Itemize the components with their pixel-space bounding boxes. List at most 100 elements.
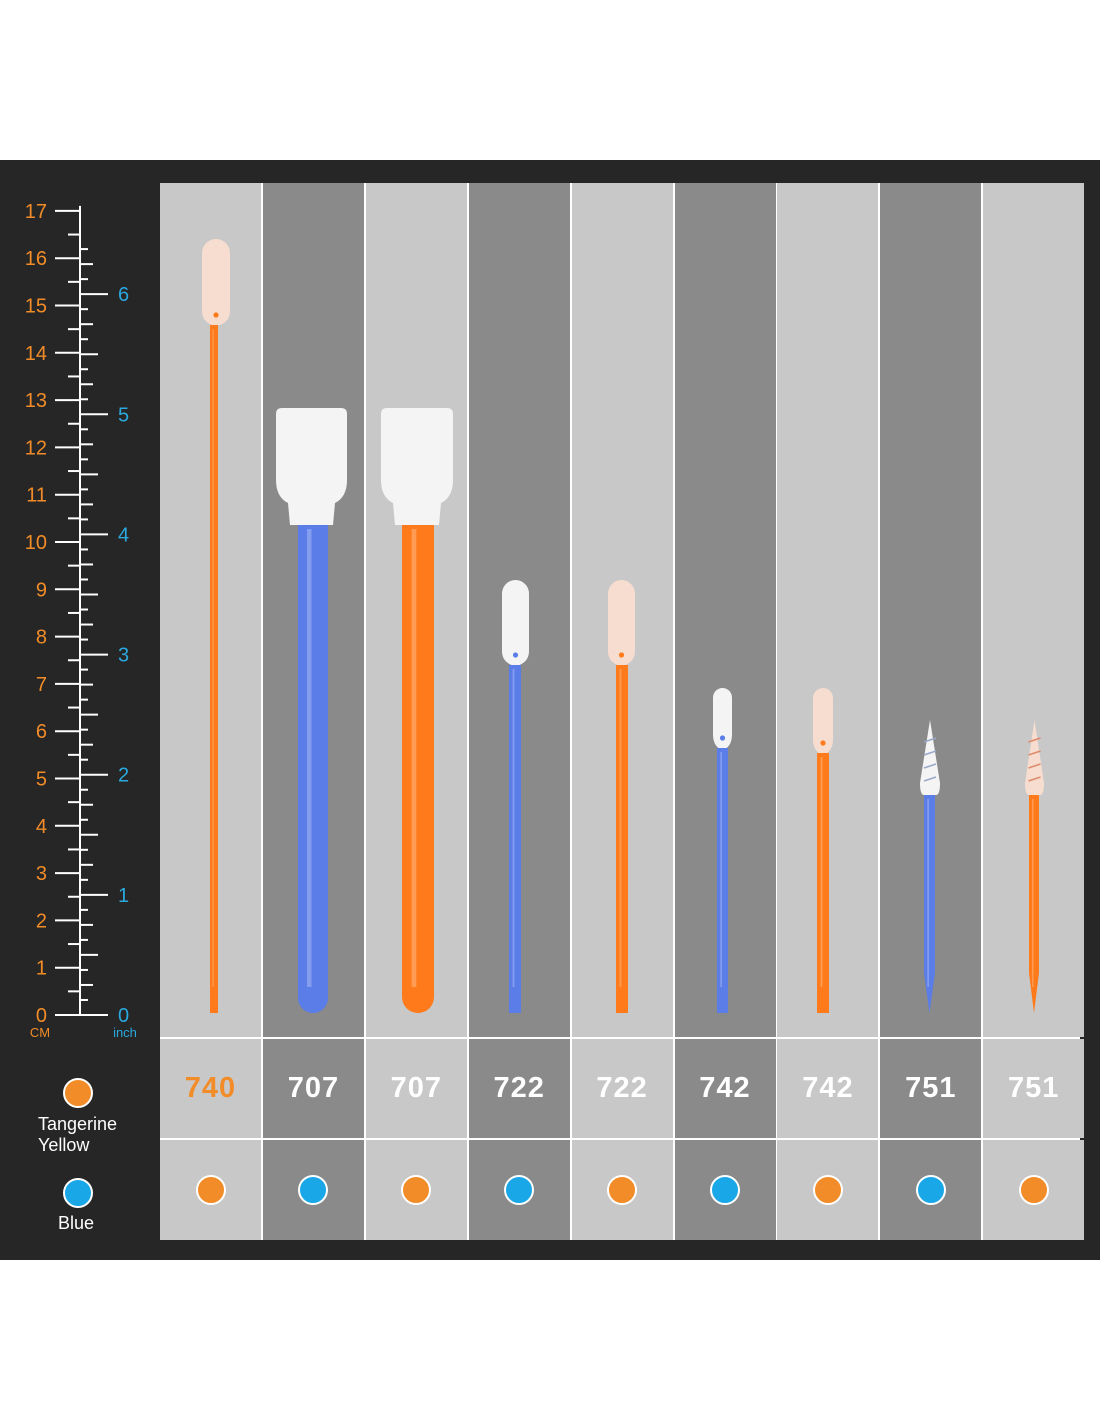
swab-image-cell xyxy=(983,183,1085,1037)
cm-tick-label: 14 xyxy=(25,343,47,365)
handle-highlight xyxy=(820,757,823,987)
swab-illustration xyxy=(813,688,834,1013)
foam-tip xyxy=(920,720,941,795)
swab-color-cell xyxy=(160,1140,261,1240)
head-bond-dot xyxy=(512,652,518,658)
swab-illustration xyxy=(712,688,732,1013)
swab-color-cell xyxy=(365,1140,467,1240)
inch-tick-label: 0 xyxy=(118,1005,129,1027)
cm-tick-label: 10 xyxy=(25,532,47,554)
foam-tip xyxy=(712,688,732,748)
swab-illustration xyxy=(920,720,941,1013)
handle-highlight xyxy=(719,752,722,987)
inch-tick-label: 2 xyxy=(118,765,129,787)
swab-model-code: 742 xyxy=(777,1039,879,1138)
inch-tick-label: 5 xyxy=(118,404,129,426)
swab-image-cell xyxy=(777,183,879,1037)
tangerine-legend-label: Tangerine Yellow xyxy=(38,1114,117,1156)
tangerine-color-dot xyxy=(195,1175,226,1205)
tip-spiral-line xyxy=(924,763,937,769)
tangerine-color-dot xyxy=(607,1175,638,1205)
cm-tick-label: 0 xyxy=(36,1005,47,1027)
inch-tick-label: 1 xyxy=(118,885,129,907)
cm-tick-label: 13 xyxy=(25,390,47,412)
handle-highlight xyxy=(512,669,515,987)
handle-highlight xyxy=(306,529,312,987)
foam-tip xyxy=(607,580,635,665)
blue-color-dot xyxy=(504,1175,535,1205)
swab-image-cell xyxy=(365,183,467,1037)
tip-spiral-line xyxy=(1028,776,1041,782)
cm-tick-label: 12 xyxy=(25,437,47,459)
cm-tick-label: 16 xyxy=(25,248,47,270)
tangerine-color-dot xyxy=(401,1175,432,1205)
handle-highlight xyxy=(927,799,930,987)
head-bond-dot xyxy=(618,652,624,658)
inch-tick-label: 3 xyxy=(118,645,129,667)
swab-model-code: 742 xyxy=(674,1039,776,1138)
swab-handle xyxy=(716,748,728,1013)
foam-tip xyxy=(202,239,230,325)
foam-tip xyxy=(275,408,347,525)
handle-highlight xyxy=(212,329,214,987)
cm-tick-label: 1 xyxy=(36,958,47,980)
foam-tip xyxy=(813,688,834,753)
swab-model-code: 707 xyxy=(262,1039,364,1138)
cm-tick-label: 5 xyxy=(36,769,47,791)
tip-spiral-line xyxy=(924,750,937,756)
tip-spiral-line xyxy=(1028,763,1041,769)
tangerine-legend-line2: Yellow xyxy=(38,1135,90,1155)
swab-color-cell xyxy=(880,1140,982,1240)
inch-unit-label: inch xyxy=(113,1025,137,1040)
swab-image-cell xyxy=(880,183,982,1037)
tangerine-color-dot xyxy=(1018,1175,1049,1205)
tip-spiral-line xyxy=(924,737,937,743)
swab-model-code: 722 xyxy=(571,1039,673,1138)
cm-tick-label: 3 xyxy=(36,863,47,885)
swab-color-cell xyxy=(262,1140,364,1240)
blue-color-dot xyxy=(915,1175,946,1205)
swab-color-cell xyxy=(468,1140,570,1240)
head-bond-dot xyxy=(820,740,826,746)
swab-handle xyxy=(924,795,936,1013)
swab-model-code: 751 xyxy=(880,1039,982,1138)
blue-color-dot xyxy=(298,1175,329,1205)
swab-image-cell xyxy=(468,183,570,1037)
swab-handle xyxy=(401,525,434,1013)
swab-model-code: 751 xyxy=(983,1039,1085,1138)
cm-tick-label: 4 xyxy=(36,816,47,838)
swab-image-cell xyxy=(571,183,673,1037)
tangerine-legend-line1: Tangerine xyxy=(38,1114,118,1134)
cm-tick-label: 15 xyxy=(25,296,47,318)
swab-image-cell xyxy=(262,183,364,1037)
head-bond-dot xyxy=(213,312,219,318)
swab-model-code: 707 xyxy=(365,1039,467,1138)
swab-handle xyxy=(817,753,830,1013)
tip-spiral-line xyxy=(1028,750,1041,756)
swab-color-cell xyxy=(777,1140,879,1240)
foam-tip xyxy=(1025,720,1045,795)
cm-tick-label: 8 xyxy=(36,627,47,649)
swab-image-cell xyxy=(160,183,261,1037)
cm-tick-label: 11 xyxy=(26,485,47,507)
swab-handle xyxy=(297,525,328,1013)
swab-illustration xyxy=(1025,720,1045,1013)
swab-comparison-grid: 740 707 707 722 722 742 742 751 751 xyxy=(160,183,1085,1240)
swab-illustration xyxy=(501,580,529,1013)
blue-legend-dot xyxy=(63,1178,93,1208)
tip-spiral-line xyxy=(924,776,937,782)
swab-color-cell xyxy=(674,1140,776,1240)
swab-illustration xyxy=(380,408,453,1013)
handle-highlight xyxy=(619,669,621,987)
cm-tick-label: 17 xyxy=(25,201,47,223)
swab-color-cell xyxy=(571,1140,673,1240)
swab-handle xyxy=(508,665,521,1013)
blue-legend-label: Blue xyxy=(58,1213,95,1233)
tangerine-legend-dot xyxy=(63,1078,93,1108)
inch-tick-label: 4 xyxy=(118,524,129,546)
swab-image-cell xyxy=(674,183,776,1037)
foam-tip xyxy=(501,580,529,665)
cm-unit-label: CM xyxy=(30,1025,50,1040)
swab-illustration xyxy=(275,408,347,1013)
